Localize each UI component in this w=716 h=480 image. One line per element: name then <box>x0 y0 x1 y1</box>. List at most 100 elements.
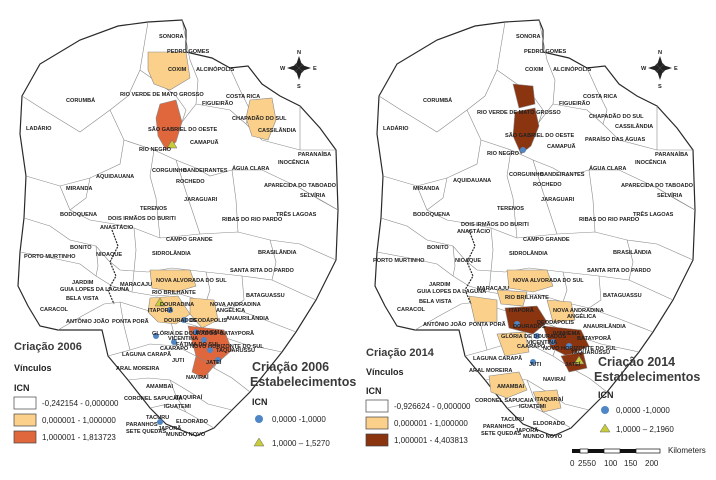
municipality-label: TAQUARUSSU <box>216 348 255 354</box>
municipality-label: SANTA RITA DO PARDO <box>587 268 652 274</box>
municipality-label: IVINHEMA <box>196 330 223 336</box>
municipality-label: TERENOS <box>497 206 524 212</box>
establishments-title-line1: Criação 2006 <box>252 360 329 374</box>
circle-marker <box>193 329 199 335</box>
legend-triangle-label: 1,0000 – 2,1960 <box>616 425 674 434</box>
establishments-title-line1: Criação 2014 <box>598 355 675 369</box>
municipality-label: ANAURILÂNDIA <box>226 315 269 322</box>
municipality-label: NIOAQUE <box>96 252 122 258</box>
municipality-label: BODOQUENA <box>60 212 97 218</box>
municipality-label: BRASILÂNDIA <box>613 249 652 256</box>
municipality-label: CASSILÂNDIA <box>615 123 653 130</box>
circle-marker <box>153 333 159 339</box>
circle-marker <box>207 347 213 353</box>
river-2014 <box>464 229 476 305</box>
municipality-label: PARANAÍBA <box>298 150 331 158</box>
municipality-label: ROCHEDO <box>533 182 562 188</box>
municipality-label: ELDORADO <box>533 421 566 427</box>
municipality-label: ITAPORÃ <box>509 307 534 314</box>
municipality-label: FÁTIMA DO SUL <box>176 341 220 348</box>
legend-title: Criação 2014 <box>366 347 435 359</box>
triangle-marker <box>573 355 585 365</box>
legend-icn-label: ICN <box>366 386 382 396</box>
municipality-label: ITAQUIRAÍ <box>174 393 203 401</box>
legend-swatch-class2 <box>365 416 389 430</box>
nova-alvorada-class2 <box>149 269 197 293</box>
circle-marker <box>520 147 526 153</box>
legend-triangle-symbol <box>253 437 265 447</box>
legend-establishments-2014: Criação 2014 Estabelecimentos ICN 0,0000… <box>594 355 700 434</box>
establishment-markers-2014 <box>514 147 585 365</box>
municipality-label: ELDORADO <box>176 419 209 425</box>
legend-class-label: -0,242154 - 0,000000 <box>42 399 119 408</box>
municipality-label: ARAL MOREIRA <box>116 366 159 372</box>
municipality-label: LADÁRIO <box>383 125 409 132</box>
municipality-label: LAGUNA CARAPÃ <box>473 355 522 362</box>
legend-class-label: -0,926624 - 0,000000 <box>394 402 471 411</box>
municipality-label: RIBAS DO RIO PARDO <box>579 217 640 223</box>
municipality-label: NAVIRAÍ <box>543 375 566 383</box>
municipality-label: RIO NEGRO <box>139 147 172 153</box>
municipality-label: MUNDO NOVO <box>523 434 563 440</box>
legend-circle-label: 0,0000 -1,0000 <box>616 406 670 415</box>
legend-triangle-label: 1,0000 – 1,5270 <box>272 439 330 448</box>
municipality-label: DEODÁPOLIS <box>537 319 574 326</box>
establishments-title-line2: Estabelecimentos <box>594 370 700 384</box>
municipality-label: CORONEL SAPUCAIA <box>124 396 183 402</box>
circle-marker <box>201 337 207 343</box>
ivinhema-class3 <box>542 325 590 357</box>
municipality-label: FIGUEIRÃO <box>202 100 234 107</box>
municipality-label: CAARAPÓ <box>517 342 546 350</box>
municipality-label: IVINHEMA <box>553 331 580 337</box>
municipality-label: ANGÉLICA <box>567 312 596 320</box>
legend-class-label: 1,000001 - 4,403813 <box>394 436 468 445</box>
municipality-label: CAMAPUÃ <box>547 143 576 150</box>
legend-swatch-class1 <box>365 399 389 413</box>
municipality-label: ITAQUIRAÍ <box>535 395 564 403</box>
municipality-label: CAMPO GRANDE <box>523 237 570 243</box>
municipality-label: BATAYPORÃ <box>577 335 611 342</box>
municipality-label: DOIS IRMÃOS DO BURITI <box>461 221 529 228</box>
establishments-icn-label: ICN <box>252 397 268 407</box>
municipality-label: APARECIDA DO TABOADO <box>621 183 694 189</box>
compass-n: N <box>297 50 301 56</box>
municipality-label: AQUIDAUANA <box>96 174 134 180</box>
municipality-label: JARAGUARI <box>184 197 218 203</box>
municipality-label: SANTA RITA DO PARDO <box>230 268 295 274</box>
municipality-label: LAGUNA CARAPÃ <box>122 351 171 358</box>
municipality-label: DOURADOS <box>513 324 546 330</box>
municipality-label: NOVA ALVORADA DO SUL <box>156 278 227 284</box>
municipality-label: COSTA RICA <box>583 94 617 100</box>
municipality-label: GLÓRIA DE DOURADOS <box>152 329 217 337</box>
legend-circle-symbol <box>255 415 263 423</box>
municipality-label: CORGUINHO <box>152 168 187 174</box>
municipality-label: AMAMBAI <box>146 384 173 390</box>
municipality-label: PARANHOS <box>126 422 158 428</box>
legend-title: Criação 2006 <box>14 341 82 353</box>
municipality-label: GUIA LOPES DA LAGUNA <box>417 289 486 295</box>
establishment-markers-2006 <box>153 139 221 425</box>
legend-swatch-class3 <box>365 433 389 447</box>
municipality-label: BATAGUASSU <box>603 293 642 299</box>
scale-tick: 50 <box>587 459 596 468</box>
circle-marker <box>514 321 520 327</box>
municipality-label: RIO VERDE DE MATO GROSSO <box>120 92 204 98</box>
circle-marker <box>181 317 187 323</box>
municipality-label: BONITO <box>427 245 449 251</box>
dourados-class3 <box>504 305 548 335</box>
scale-tick: 100 <box>604 459 618 468</box>
triangle-marker <box>154 297 166 307</box>
circle-marker <box>566 343 572 349</box>
legend-class-label: 0,000001 - 1,000000 <box>42 416 116 425</box>
coxim-class2 <box>147 51 191 91</box>
municipality-label: ANASTÁCIO <box>100 224 134 231</box>
municipality-label: DOURADINA <box>160 302 194 308</box>
municipality-label: PONTA PORÃ <box>469 321 506 328</box>
municipality-label: BELA VISTA <box>419 299 452 305</box>
circle-marker <box>171 339 177 345</box>
municipality-label: PARAÍSO DAS ÁGUAS <box>585 135 645 143</box>
municipality-label: JARDIM <box>72 280 94 286</box>
municipality-label: MIRANDA <box>413 186 439 192</box>
municipality-label: ANGÉLICA <box>216 306 245 314</box>
